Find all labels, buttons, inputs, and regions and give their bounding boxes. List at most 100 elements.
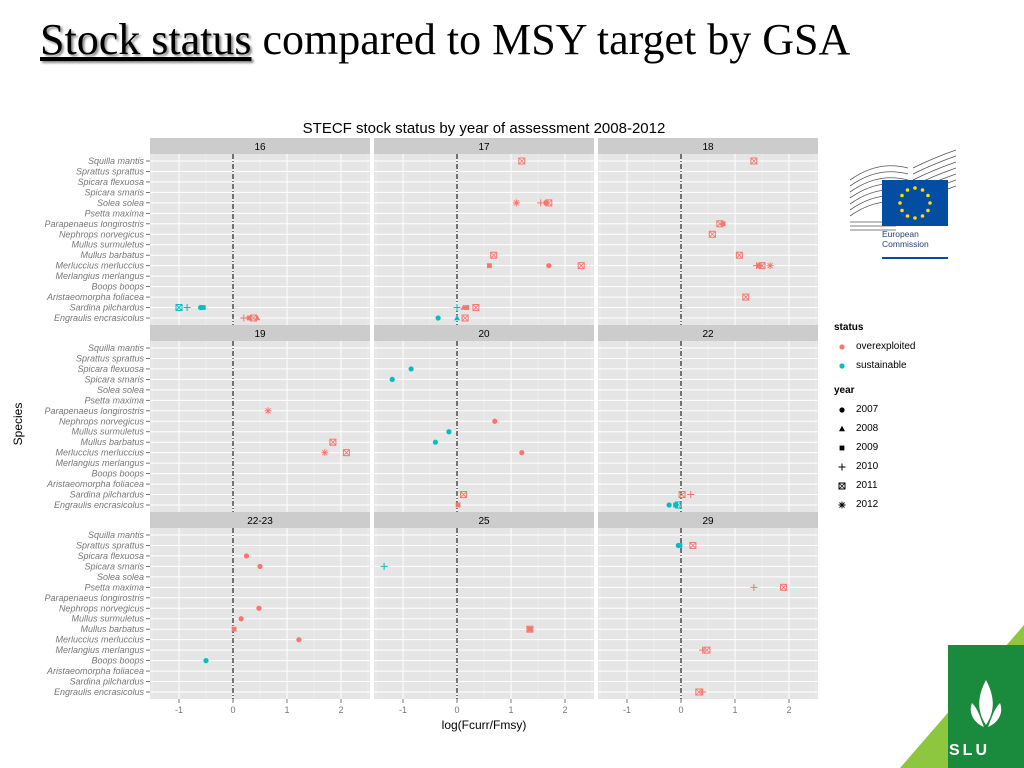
species-label: Engraulis encrasicolus [54,500,145,510]
legend-year-item: 2012 [834,495,915,514]
point-mark [708,230,716,238]
point-mark [699,688,707,696]
point-mark [675,501,682,509]
point-mark [343,449,350,456]
point-mark [758,262,766,269]
data-point [766,262,774,270]
facet-strip [150,325,370,341]
point-mark [518,157,526,165]
species-label: Aristaeomorpha foliacea [46,292,144,302]
data-point [238,616,244,622]
point-mark [389,376,395,382]
species-label: Merlangius merlangus [55,458,144,468]
species-label: Solea solea [97,385,144,395]
star-icon [926,208,930,213]
species-label: Mullus barbatus [80,624,144,634]
point-mark [460,491,467,498]
slide-title: Stock status compared to MSY target by G… [40,14,850,65]
data-point [735,251,743,259]
slu-logo [900,625,1024,768]
x-tick-label: 0 [454,705,459,715]
species-label: Psetta maxima [84,582,144,592]
data-point [472,304,480,312]
point-mark [689,541,697,549]
point-mark [695,688,703,696]
data-point [492,418,498,424]
star-icon [900,193,904,198]
data-point [461,314,469,322]
point-mark [699,646,707,654]
legend-year-item: 2011 [834,476,915,495]
eu-line-1: European [882,229,919,239]
data-point [750,157,758,165]
point-mark [380,562,388,570]
legend-year-item: 2007 [834,400,915,419]
species-label: Aristaeomorpha foliacea [46,479,144,489]
species-label: Parapenaeus longirostris [44,406,144,416]
data-point [708,230,716,238]
point-mark [455,502,461,508]
facet-strip [150,138,370,154]
point-mark [329,438,337,446]
point-mark [674,501,682,509]
species-label: Solea solea [97,198,144,208]
legend-label: sustainable [856,360,907,371]
data-point [780,583,788,591]
point-mark [453,304,461,312]
point-mark [183,304,191,312]
facet-label: 19 [254,329,266,340]
data-point [758,262,766,270]
point-mark [750,583,758,591]
species-label: Merlangius merlangus [55,645,144,655]
point-mark [545,199,553,207]
species-label: Merluccius merluccius [55,448,144,458]
slu-wordmark: SLU [949,742,990,759]
point-mark [432,439,438,445]
species-label: Spicara smaris [84,187,144,197]
asterisk-icon [838,501,846,508]
facet-label: 22 [702,329,714,340]
legend-label: 2010 [856,461,879,472]
eu-wordmark: European Commission [882,229,948,249]
species-label: Squilla mantis [88,156,145,166]
star-icon [900,208,904,213]
data-point [455,502,461,508]
point-mark [780,584,787,591]
point-mark [254,315,261,321]
point-mark [577,262,585,269]
star-icon [920,188,925,192]
point-mark [487,263,492,269]
x-tick-label: 2 [562,705,567,715]
data-point [699,646,707,654]
x-tick-label: -1 [399,705,407,715]
legend-year-item: 2010 [834,457,915,476]
plus-icon [838,463,846,470]
facet-label: 20 [478,329,490,340]
species-label: Boops boops [91,656,144,666]
data-point [577,262,585,270]
facet-label: 22-23 [247,516,273,527]
species-label: Mullus surmuletus [71,427,144,437]
data-point [254,315,261,321]
species-label: Engraulis encrasicolus [54,687,145,697]
point-mark [545,199,553,207]
legend-label: 2012 [856,499,879,510]
species-label: Solea solea [97,572,144,582]
point-mark [243,553,250,559]
species-label: Merlangius merlangus [55,271,144,281]
facet-label: 25 [478,516,490,527]
point-mark [238,616,244,622]
species-label: Psetta maxima [84,395,144,405]
species-label: Sprattus sprattus [76,353,145,363]
data-point [203,658,209,664]
point-mark [461,314,469,322]
facet-label: 17 [478,142,490,153]
point-mark [321,449,329,457]
point-mark [735,251,743,259]
legend-label: overexploited [856,341,916,352]
star-icon [913,186,917,190]
point-mark [666,502,672,508]
point-mark [435,315,441,321]
point-mark [454,315,460,321]
point-mark [678,491,686,498]
